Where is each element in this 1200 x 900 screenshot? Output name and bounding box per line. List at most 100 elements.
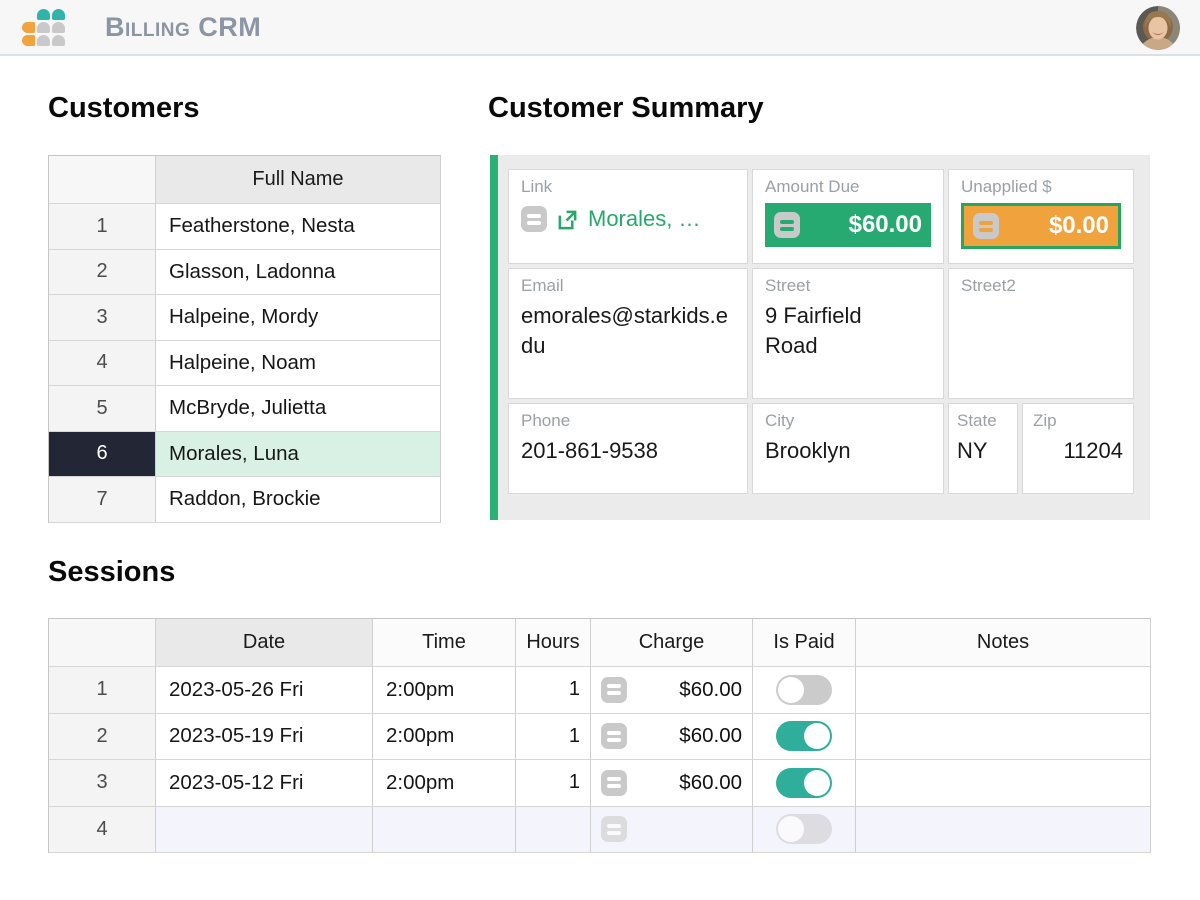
is-paid-toggle[interactable]	[776, 814, 832, 845]
sessions-header-rownum[interactable]	[49, 619, 156, 667]
app-logo-icon	[22, 8, 65, 46]
unapplied-value-bar[interactable]: $0.00	[961, 203, 1121, 249]
session-hours-cell[interactable]: 1	[516, 760, 591, 807]
session-charge-value: $60.00	[679, 724, 742, 748]
customer-row-number[interactable]: 5	[49, 386, 156, 432]
session-time-cell[interactable]: 2:00pm	[373, 667, 516, 714]
field-phone-label: Phone	[521, 411, 571, 430]
session-charge-cell[interactable]: $60.00	[591, 667, 753, 714]
session-ispaid-cell	[753, 760, 856, 807]
session-row-number[interactable]: 4	[49, 806, 156, 853]
customer-name-cell[interactable]: McBryde, Julietta	[156, 386, 441, 432]
field-email-label: Email	[521, 276, 564, 295]
field-phone[interactable]: Phone 201-861-9538	[508, 403, 748, 494]
session-notes-cell[interactable]	[856, 806, 1151, 853]
unapplied-value: $0.00	[1048, 212, 1109, 239]
field-street[interactable]: Street 9 Fairfield Road	[752, 268, 944, 399]
session-row-number[interactable]: 1	[49, 667, 156, 714]
app-title: Billing CRM	[105, 11, 262, 42]
customer-name-cell[interactable]: Featherstone, Nesta	[156, 204, 441, 250]
customer-row-number[interactable]: 7	[49, 477, 156, 523]
field-unapplied[interactable]: Unapplied $ $0.00	[948, 169, 1134, 264]
amount-due-value-bar[interactable]: $60.00	[765, 203, 931, 247]
menu-icon[interactable]	[601, 769, 627, 796]
sessions-header-date[interactable]: Date	[156, 619, 373, 667]
field-amount-due[interactable]: Amount Due $60.00	[752, 169, 944, 264]
customers-heading: Customers	[48, 92, 200, 124]
session-hours-cell[interactable]	[516, 806, 591, 853]
session-date-cell[interactable]	[156, 806, 373, 853]
session-notes-cell[interactable]	[856, 713, 1151, 760]
sessions-header-hours[interactable]: Hours	[516, 619, 591, 667]
customer-name-cell[interactable]: Raddon, Brockie	[156, 477, 441, 523]
customers-table: Full Name 1 Featherstone, Nesta 2 Glasson, …	[48, 155, 441, 523]
field-city-label: City	[765, 411, 795, 430]
sessions-header-notes[interactable]: Notes	[856, 619, 1151, 667]
field-street2[interactable]: Street2	[948, 268, 1134, 399]
customer-row-number[interactable]: 6	[49, 431, 156, 477]
field-amount-due-label: Amount Due	[765, 177, 860, 196]
customer-summary-heading: Customer Summary	[488, 92, 764, 124]
session-notes-cell[interactable]	[856, 760, 1151, 807]
session-time-cell[interactable]	[373, 806, 516, 853]
field-link-label: Link	[521, 177, 553, 196]
session-date-cell[interactable]: 2023-05-12 Fri	[156, 760, 373, 807]
session-charge-cell[interactable]: $60.00	[591, 760, 753, 807]
sessions-header-ispaid[interactable]: Is Paid	[753, 619, 856, 667]
menu-icon[interactable]	[973, 213, 999, 239]
session-hours-cell[interactable]: 1	[516, 667, 591, 714]
customer-name-cell[interactable]: Halpeine, Noam	[156, 340, 441, 386]
sessions-table: Date Time Hours Charge Is Paid Notes 1 20…	[48, 618, 1151, 853]
field-street2-label: Street2	[961, 276, 1016, 295]
customers-header-rownum[interactable]	[49, 156, 156, 204]
field-city[interactable]: City Brooklyn	[752, 403, 944, 494]
customer-name-cell[interactable]: Glasson, Ladonna	[156, 249, 441, 295]
session-charge-cell[interactable]: $60.00	[591, 713, 753, 760]
session-notes-cell[interactable]	[856, 667, 1151, 714]
customer-link[interactable]: Morales, …	[588, 206, 701, 231]
field-zip[interactable]: Zip 11204	[1022, 403, 1134, 494]
zip-value: 11204	[1063, 438, 1123, 463]
top-bar: Billing CRM	[0, 0, 1200, 56]
customer-row-number[interactable]: 4	[49, 340, 156, 386]
amount-due-value: $60.00	[848, 211, 922, 238]
menu-icon[interactable]	[774, 212, 800, 238]
session-time-cell[interactable]: 2:00pm	[373, 713, 516, 760]
field-email[interactable]: Email emorales@starkids.edu	[508, 268, 748, 399]
is-paid-toggle[interactable]	[776, 767, 832, 798]
field-link[interactable]: Link Morales, …	[508, 169, 748, 264]
field-unapplied-label: Unapplied $	[961, 177, 1052, 196]
phone-value: 201-861-9538	[521, 438, 659, 463]
is-paid-toggle[interactable]	[776, 674, 832, 705]
session-hours-cell[interactable]: 1	[516, 713, 591, 760]
session-date-cell[interactable]: 2023-05-19 Fri	[156, 713, 373, 760]
menu-icon[interactable]	[601, 676, 627, 703]
customer-row-number[interactable]: 1	[49, 204, 156, 250]
menu-icon[interactable]	[521, 206, 547, 232]
customer-name-cell[interactable]: Morales, Luna	[156, 431, 441, 477]
session-time-cell[interactable]: 2:00pm	[373, 760, 516, 807]
is-paid-toggle[interactable]	[776, 721, 832, 752]
summary-grid: Link Morales, … Amount Due $60.00 Unappl…	[508, 169, 1134, 494]
session-charge-value: $60.00	[679, 677, 742, 701]
customer-row-number[interactable]: 2	[49, 249, 156, 295]
field-state-label: State	[957, 411, 997, 430]
external-link-icon	[558, 210, 577, 229]
email-value: emorales@starkids.edu	[521, 303, 728, 358]
state-zip-group: State NY Zip 11204	[948, 403, 1134, 494]
customer-name-cell[interactable]: Halpeine, Mordy	[156, 295, 441, 341]
session-charge-cell[interactable]	[591, 806, 753, 853]
field-zip-label: Zip	[1033, 411, 1057, 430]
session-charge-value: $60.00	[679, 770, 742, 794]
customer-row-number[interactable]: 3	[49, 295, 156, 341]
session-date-cell[interactable]: 2023-05-26 Fri	[156, 667, 373, 714]
session-row-number[interactable]: 2	[49, 713, 156, 760]
customers-header-fullname[interactable]: Full Name	[156, 156, 441, 204]
field-state[interactable]: State NY	[948, 403, 1018, 494]
session-row-number[interactable]: 3	[49, 760, 156, 807]
sessions-header-charge[interactable]: Charge	[591, 619, 753, 667]
menu-icon[interactable]	[601, 816, 627, 843]
user-avatar[interactable]	[1136, 6, 1180, 50]
sessions-header-time[interactable]: Time	[373, 619, 516, 667]
menu-icon[interactable]	[601, 723, 627, 750]
